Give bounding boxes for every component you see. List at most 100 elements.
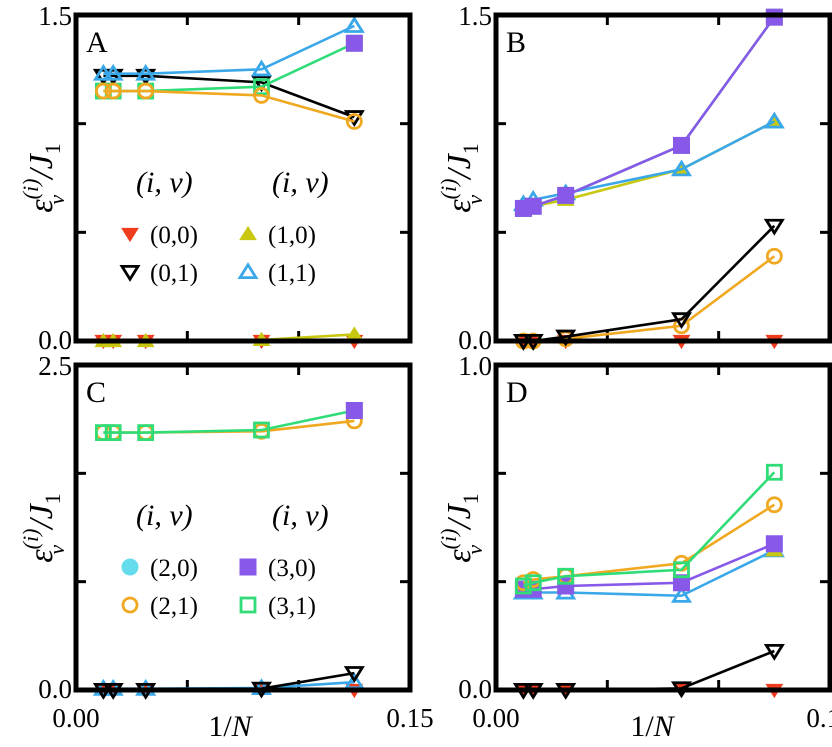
data-point [137, 424, 155, 442]
y-axis-title-a: ε(i)ν/J1 [18, 143, 69, 212]
y-tick-label: 1.5 [458, 1, 492, 31]
panel-b-ticks [496, 15, 830, 341]
legend-marker [121, 558, 139, 576]
legend-label: (1,1) [268, 260, 316, 287]
series-line [523, 255, 776, 343]
x-tick-label: 0.15 [806, 703, 832, 733]
legend-marker [121, 596, 139, 614]
x-axis-title-right: 1/N [630, 710, 675, 743]
data-point [524, 574, 542, 592]
plot-frame [73, 362, 413, 693]
data-point [345, 34, 363, 52]
data-point [250, 59, 273, 77]
y-tick-label: 2.5 [38, 351, 72, 381]
data-point [765, 535, 783, 553]
data-point [250, 75, 273, 93]
panel-a-ticks [76, 15, 410, 341]
data-point [673, 561, 690, 579]
data-point [345, 402, 363, 419]
legend-header: (i, ν) [136, 166, 193, 199]
legend-label: (2,1) [150, 593, 198, 620]
legend-marker [239, 225, 257, 241]
panel-letter: D [506, 376, 528, 409]
legend-label: (0,0) [150, 222, 198, 249]
data-point [555, 329, 577, 347]
series-s01-a [92, 68, 365, 127]
data-point [345, 113, 363, 130]
data-point [135, 68, 157, 86]
legend-label: (1,0) [268, 222, 316, 249]
y-axis-title-b: ε(i)ν/J1 [436, 143, 487, 212]
panel-d-ticks [496, 365, 830, 690]
data-point [343, 16, 365, 33]
data-point [524, 197, 542, 215]
data-point [343, 110, 365, 127]
legend-a: (i, ν) (i, ν) (0,0) (1,0) (0,1) (1,1) [119, 166, 329, 287]
series-s31-a [94, 34, 363, 100]
plot-frame [493, 362, 832, 693]
data-point [253, 87, 270, 104]
panel-c: 0.0 2.5 0.00 0.15 C (i, ν) (i, ν) (2,0) (3,0) (2,… [38, 351, 433, 733]
legend-marker [237, 262, 259, 280]
plot-frame [493, 12, 832, 344]
data-point [765, 463, 783, 481]
panel-letter: C [86, 376, 106, 409]
y-tick-label: 1.5 [38, 1, 72, 31]
panel-d: 0.0 1.0 0.00 0.15 D [458, 351, 832, 733]
legend-marker [119, 264, 141, 282]
series-s11-b [512, 111, 785, 212]
data-point [557, 186, 575, 204]
data-point [514, 577, 532, 595]
x-tick-label: 0.00 [472, 703, 519, 733]
data-point [94, 424, 112, 442]
data-point [763, 218, 785, 236]
panel-b: 0.0 1.5 B [458, 1, 832, 355]
series-s10-a [94, 326, 364, 348]
data-point [102, 63, 124, 81]
y-tick-label: 0.0 [458, 674, 492, 704]
data-point [670, 312, 693, 330]
y-tick-label: 0.0 [38, 325, 72, 355]
legend-header: (i, ν) [272, 166, 329, 199]
panel-letter: A [86, 26, 108, 59]
data-point [135, 63, 157, 81]
series-s30-c [345, 402, 363, 419]
legend-label: (3,1) [268, 593, 316, 620]
legend-marker [239, 596, 257, 614]
panels: 0.0 1.5 A (i, ν) (i, ν) (0,0) (1,0) (0,1) (1,1) 0… [38, 1, 832, 733]
legend-c: (i, ν) (i, ν) (2,0) (3,0) (2,1) (3,1) [121, 499, 329, 620]
data-point [253, 421, 270, 439]
series-s31-d [514, 463, 783, 595]
x-axis-title-left: 1/N [208, 710, 253, 743]
y-axis-title-c: ε(i)ν/J1 [18, 493, 69, 562]
series-s01-c [92, 666, 365, 700]
data-point [92, 63, 114, 81]
data-point [672, 136, 690, 154]
legend-label: (3,0) [268, 555, 316, 582]
panel-letter: B [506, 26, 526, 59]
series-s21-b [514, 247, 783, 350]
legend-header: (i, ν) [136, 499, 193, 532]
data-point [670, 159, 693, 177]
data-point [104, 424, 122, 442]
legend-marker [121, 227, 139, 243]
data-point [670, 585, 693, 603]
y-tick-label: 0.0 [458, 325, 492, 355]
legend-marker [239, 558, 257, 576]
x-tick-label: 0.15 [386, 703, 433, 733]
series-line [523, 16, 776, 210]
series-s30-a [345, 34, 363, 52]
data-point [253, 78, 270, 96]
plot-frame [73, 12, 413, 344]
series-line [103, 24, 355, 75]
data-point [94, 82, 112, 100]
data-point [104, 82, 122, 100]
y-tick-label: 0.0 [38, 674, 72, 704]
series-s31-c [94, 402, 363, 442]
data-point [137, 82, 155, 100]
data-point [763, 111, 785, 129]
data-point [763, 644, 785, 661]
series-line [523, 16, 776, 210]
legend-label: (0,1) [150, 260, 198, 287]
